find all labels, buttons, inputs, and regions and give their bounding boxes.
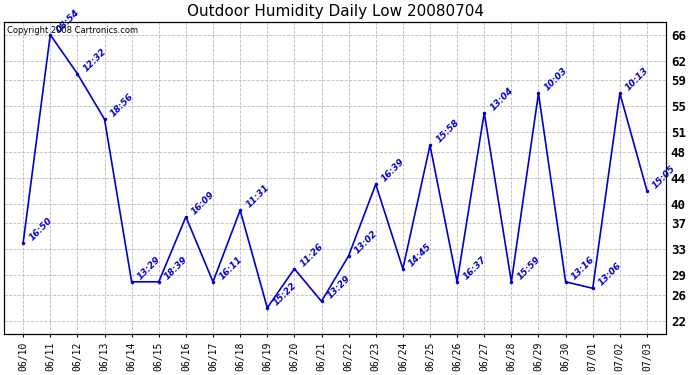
Text: 11:26: 11:26: [299, 242, 325, 268]
Text: 15:58: 15:58: [434, 118, 461, 144]
Text: 16:39: 16:39: [380, 157, 406, 183]
Text: Copyright 2008 Cartronics.com: Copyright 2008 Cartronics.com: [8, 26, 139, 35]
Text: 18:56: 18:56: [109, 92, 135, 118]
Text: 18:39: 18:39: [163, 254, 190, 281]
Text: 15:59: 15:59: [515, 254, 542, 281]
Text: 08:54: 08:54: [55, 8, 81, 34]
Text: 14:45: 14:45: [407, 242, 433, 268]
Text: 13:02: 13:02: [353, 228, 380, 255]
Text: 16:09: 16:09: [190, 189, 217, 216]
Text: 15:22: 15:22: [271, 280, 298, 307]
Text: 16:11: 16:11: [217, 254, 244, 281]
Text: 13:04: 13:04: [489, 86, 515, 112]
Text: 15:05: 15:05: [651, 164, 678, 190]
Text: 16:50: 16:50: [28, 215, 54, 242]
Text: 13:06: 13:06: [597, 261, 624, 288]
Text: 12:32: 12:32: [81, 46, 108, 73]
Text: 10:13: 10:13: [624, 66, 651, 93]
Text: 13:16: 13:16: [570, 254, 596, 281]
Text: 13:29: 13:29: [136, 254, 162, 281]
Title: Outdoor Humidity Daily Low 20080704: Outdoor Humidity Daily Low 20080704: [186, 4, 484, 19]
Text: 13:29: 13:29: [326, 274, 353, 300]
Text: 11:31: 11:31: [244, 183, 271, 210]
Text: 16:37: 16:37: [462, 254, 488, 281]
Text: 10:03: 10:03: [542, 66, 569, 93]
